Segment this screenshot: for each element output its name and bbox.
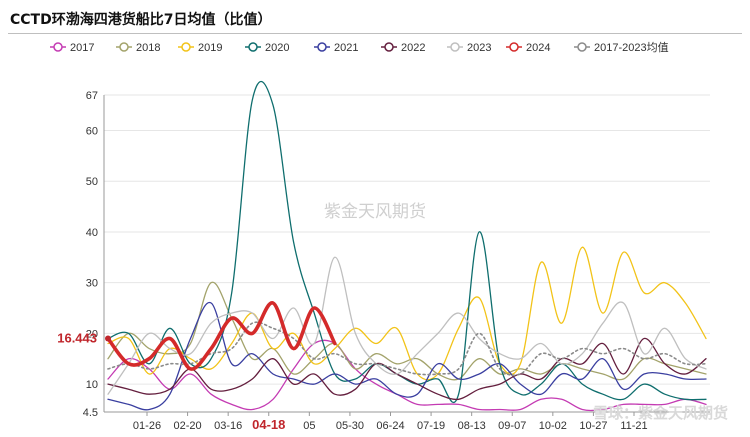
y-tick-label: 67 [86, 90, 98, 102]
legend-label-2022: 2022 [401, 42, 425, 54]
legend-label-2023: 2023 [467, 42, 491, 54]
legend-marker-2024 [509, 42, 519, 52]
y-tick-label: 20 [86, 328, 98, 340]
series-line-2024 [106, 301, 337, 371]
current-value-label: 16.443 [57, 330, 97, 345]
series-line-2018 [107, 281, 707, 381]
legend-marker-2017 [53, 42, 63, 52]
series-line-2017 [107, 339, 707, 412]
watermark: 紫金天风期货 [324, 202, 426, 221]
source-watermark: 雪球：紫金天风期货 [593, 404, 728, 422]
y-tick-label: 30 [86, 278, 98, 290]
legend-marker-2023 [450, 42, 460, 52]
x-tick-label: 09-07 [498, 420, 526, 432]
x-tick-label: 06-24 [376, 420, 404, 432]
y-tick-label: 40 [86, 227, 98, 239]
x-tick-label: 08-13 [458, 420, 486, 432]
chart-title: CCTD环渤海四港货船比7日均值（比值） [10, 12, 272, 28]
y-tick-label: 4.5 [83, 407, 98, 419]
series-line-2019 [107, 246, 707, 381]
legend-marker-2019 [181, 42, 191, 52]
legend-marker-2017-2023均值 [577, 42, 587, 52]
legend-label-2019: 2019 [198, 42, 222, 54]
series-line-2023 [107, 256, 707, 395]
legend-marker-2021 [317, 42, 327, 52]
series-line-2017-2023均值 [107, 321, 707, 377]
legend-marker-2018 [119, 42, 129, 52]
x-tick-label: 10-02 [539, 420, 567, 432]
y-tick-label: 50 [86, 176, 98, 188]
x-tick-label: 07-19 [417, 420, 445, 432]
legend-marker-2022 [384, 42, 394, 52]
series-line-2021 [107, 302, 707, 411]
y-tick-label: 60 [86, 126, 98, 138]
y-tick-label: 10 [86, 379, 98, 391]
legend-label-2020: 2020 [265, 42, 289, 54]
legend-label-2024: 2024 [526, 42, 550, 54]
current-value-point [105, 335, 111, 342]
x-tick-label: 05-30 [336, 420, 364, 432]
x-tick-label: 01-26 [133, 420, 161, 432]
series-line-2020 [107, 80, 707, 404]
legend-label-2017-2023均值: 2017-2023均值 [594, 41, 669, 54]
x-tick-label: 11-21 [620, 420, 647, 432]
x-tick-label-highlight: 04-18 [252, 417, 285, 432]
series-line-2022 [107, 337, 707, 401]
legend-label-2018: 2018 [136, 42, 160, 54]
title-divider [8, 33, 742, 34]
legend-label-2021: 2021 [334, 42, 358, 54]
x-tick-label: 05 [303, 420, 315, 432]
x-tick-label: 02-20 [174, 420, 202, 432]
x-tick-label: 03-16 [214, 420, 242, 432]
legend-marker-2020 [248, 42, 258, 52]
legend-label-2017: 2017 [70, 42, 94, 54]
x-tick-label: 10-27 [579, 420, 607, 432]
